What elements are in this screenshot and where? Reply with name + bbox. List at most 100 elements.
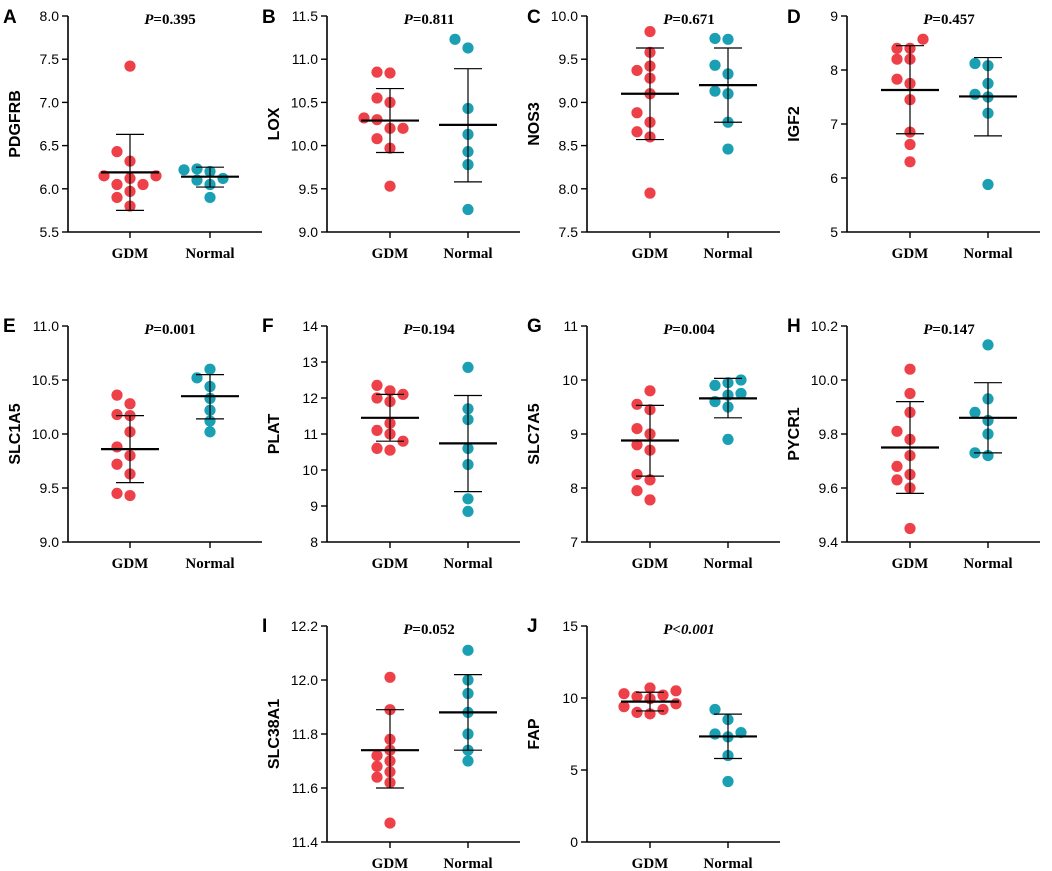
x-tick-label: GDM [372,246,409,262]
data-point-gdm [631,485,643,497]
data-point-gdm [631,706,643,719]
p-value: P=0.052 [403,622,454,638]
data-point-normal [982,339,994,351]
p-symbol: P [923,322,933,338]
data-point-gdm [631,107,643,119]
y-tick-label: 6.5 [40,138,60,154]
x-tick-label: GDM [632,856,669,871]
data-point-gdm [371,133,383,145]
data-point-normal [462,493,474,505]
p-value-text: =0.395 [153,12,195,28]
y-axis-label: PYCR1 [786,407,803,460]
y-tick-label: 10 [562,690,578,706]
x-tick-label: Normal [185,556,234,572]
y-tick-label: 9.6 [819,480,839,496]
data-point-gdm [384,817,396,829]
p-symbol: P [663,322,673,338]
data-point-gdm [124,398,136,410]
data-point-gdm [137,178,149,191]
y-tick-label: 10.5 [291,94,318,110]
y-tick-label: 6 [830,170,838,186]
data-point-normal [735,387,747,400]
data-point-gdm [631,423,643,435]
panel-j: J FAP 0 5 10 15 GDM Normal P<0.001 [526,616,780,871]
y-tick-label: 12 [302,390,318,406]
p-value-text: =0.194 [412,322,455,338]
data-point-gdm [644,385,656,397]
y-tick-label: 10.5 [32,372,59,388]
y-tick-label: 10.0 [551,8,578,24]
data-point-gdm [670,685,682,697]
x-tick-label: Normal [703,856,752,871]
y-tick-label: 11.8 [292,726,318,742]
y-tick-label: 5 [830,224,838,240]
data-point-gdm [111,389,123,401]
data-point-normal [709,379,721,391]
y-tick-label: 11.0 [33,318,59,334]
x-tick-label: Normal [185,246,234,262]
data-point-gdm [111,441,123,453]
y-axis-label: SLC1A5 [7,403,24,464]
data-point-gdm [644,682,656,694]
p-symbol: P [144,322,154,338]
data-point-gdm [371,760,383,773]
data-point-normal [462,203,474,216]
data-point-gdm [358,112,370,124]
data-point-gdm [371,92,383,104]
data-point-gdm [111,146,123,158]
p-value: P=0.147 [923,322,975,338]
data-point-gdm [384,385,396,397]
y-tick-label: 7 [570,534,578,550]
data-point-normal [204,191,216,204]
data-point-gdm [618,701,630,713]
x-tick-label: GDM [632,246,669,262]
data-point-gdm [904,138,916,151]
y-tick-label: 8.0 [559,181,579,197]
y-tick-label: 8 [310,534,318,550]
x-tick-label: GDM [112,556,149,572]
data-point-normal [709,703,721,716]
data-point-gdm [644,187,656,199]
data-point-normal [722,775,734,788]
y-tick-label: 11.0 [292,51,318,67]
p-symbol: P [663,622,673,638]
p-value-text: =0.671 [672,12,714,28]
data-point-gdm [397,122,409,134]
data-point-gdm [657,703,669,716]
data-point-normal [969,57,981,70]
data-point-normal [709,85,721,97]
y-tick-label: 7.5 [40,51,60,67]
data-point-gdm [670,698,682,710]
data-point-gdm [657,689,669,701]
data-point-gdm [891,474,903,486]
x-tick-label: Normal [443,246,492,262]
data-point-gdm [384,67,396,79]
data-point-gdm [111,458,123,470]
y-axis-label: NOS3 [526,102,543,146]
data-point-normal [462,755,474,767]
x-tick-label: Normal [703,246,752,262]
data-point-normal [982,178,994,191]
y-tick-label: 10 [302,462,318,478]
y-tick-label: 12.2 [291,618,318,634]
data-point-gdm [384,180,396,192]
data-point-gdm [371,442,383,454]
panel-h: H PYCR1 9.4 9.6 9.8 10.0 10.2 GDM Normal P=0.147 [786,316,1040,572]
panel-g: G SLC7A5 7 8 9 10 11 GDM Normal P=0.004 [526,316,780,572]
y-tick-label: 9.5 [40,480,60,496]
y-tick-label: 11 [303,426,318,442]
data-point-gdm [631,690,643,703]
panel-i: I SLC38A1 11.4 11.6 11.8 12.0 12.2 GDM Normal P=0… [262,616,520,871]
y-tick-label: 9.5 [559,51,579,67]
y-axis-label: SLC38A1 [266,699,283,769]
data-point-gdm [904,363,916,375]
panel-letter: F [262,316,274,337]
y-tick-label: 13 [302,354,318,370]
y-tick-label: 6.0 [40,181,60,197]
p-value: P=0.457 [923,12,975,28]
p-value: P=0.395 [144,12,195,28]
x-tick-label: GDM [372,556,409,572]
data-point-gdm [644,494,656,506]
p-symbol: P [403,322,413,338]
y-axis-label: FAP [526,718,543,749]
